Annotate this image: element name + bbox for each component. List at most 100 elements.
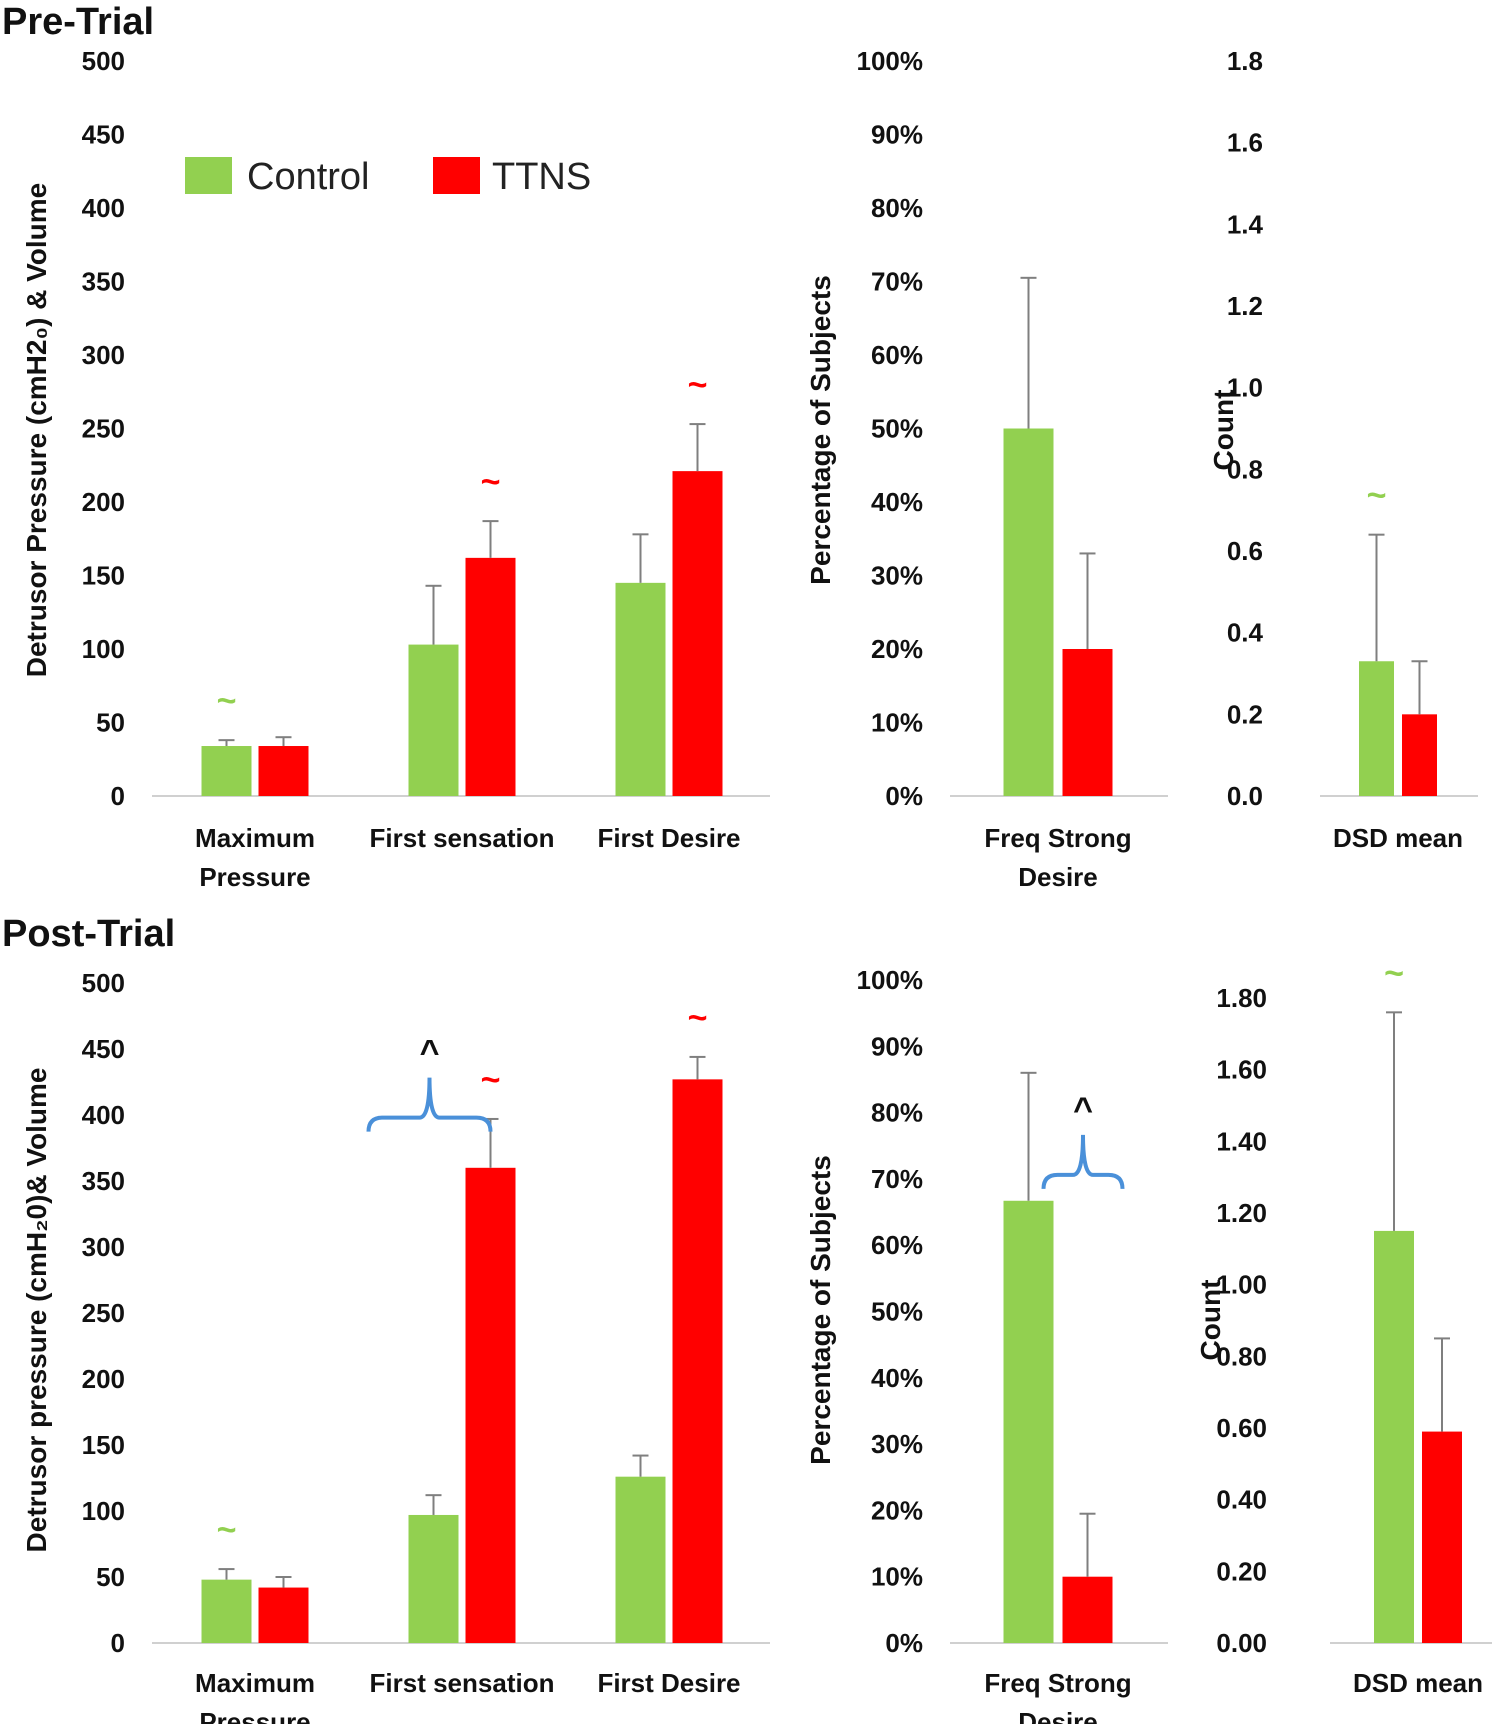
category-label: First sensation [370,823,555,853]
legend-swatch-control [185,157,232,194]
y-axis-label: Count [1208,390,1239,471]
y-tick-label: 50% [871,414,923,444]
bar-control [408,644,459,796]
bar-control [615,582,666,796]
y-tick-label: 0.4 [1227,618,1264,648]
y-tick-label: 200 [82,1364,125,1394]
y-tick-label: 350 [82,1166,125,1196]
y-tick-label: 1.0 [1227,373,1263,403]
y-tick-label: 1.40 [1216,1126,1267,1156]
bar-control [1359,661,1394,796]
category-label: DSD mean [1333,823,1463,853]
bar-control [408,1514,459,1643]
y-tick-label: 250 [82,414,125,444]
category-label: Maximum [195,1668,315,1698]
legend: Control TTNS [185,156,591,198]
y-tick-label: 30% [871,561,923,591]
bar-control [1374,1230,1414,1643]
y-tick-label: 0% [885,1628,923,1658]
y-tick-label: 300 [82,1232,125,1262]
y-tick-label: 300 [82,340,125,370]
y-tick-label: 0.60 [1216,1413,1267,1443]
chart-post-trial-pressure-volume: 0 50 100 150 200 250 300 350 400 450 500 Detrusor p… [21,968,770,1729]
y-tick-label: 10% [871,1562,923,1592]
category-label: Freq Strong [984,823,1131,853]
y-tick-label: 450 [82,1034,125,1064]
y-tick-label: 350 [82,267,125,297]
category-label: First Desire [597,1668,740,1698]
panel-title-post: Post-Trial [2,913,175,955]
y-tick-label: 20% [871,1495,923,1525]
bar-ttns [672,1079,723,1643]
bar-ttns [258,1587,309,1643]
significance-tilde: ~ [1384,954,1404,992]
y-tick-label: 1.4 [1227,209,1264,239]
bar-control [615,1476,666,1643]
y-tick-label: 60% [871,1230,923,1260]
y-tick-label: 1.60 [1216,1055,1267,1085]
y-tick-label: 70% [871,267,923,297]
category-label: Pressure [199,1707,310,1724]
y-tick-label: 0.6 [1227,536,1263,566]
y-axis-label: Percentage of Subjects [805,275,836,585]
panel-title-pre: Pre-Trial [2,1,154,43]
y-tick-label: 200 [82,487,125,517]
bar-ttns [1062,1576,1113,1643]
y-tick-label: 80% [871,1098,923,1128]
y-tick-label: 40% [871,1363,923,1393]
bar-control [1003,1200,1054,1643]
legend-label-control: Control [247,156,370,198]
y-tick-label: 1.80 [1216,983,1267,1013]
y-tick-label: 50 [96,1562,125,1592]
y-tick-label: 0.40 [1216,1485,1267,1515]
category-label: First Desire [597,823,740,853]
bar-ttns [1422,1431,1462,1643]
significance-bracket [366,1077,493,1132]
y-tick-label: 90% [871,1031,923,1061]
y-tick-label: 250 [82,1298,125,1328]
y-tick-label: 1.6 [1227,128,1263,158]
y-tick-label: 60% [871,340,923,370]
y-tick-label: 1.00 [1216,1270,1267,1300]
y-tick-label: 0.8 [1227,454,1263,484]
legend-label-ttns: TTNS [492,156,591,198]
y-tick-label: 150 [82,1430,125,1460]
y-tick-label: 450 [82,120,125,150]
bar-ttns [672,471,723,796]
y-tick-label: 0.0 [1227,781,1263,811]
chart-post-trial-dsd-mean: 0.00 0.20 0.40 0.60 0.80 1.00 1.20 1.40 1.60 1.80… [1195,954,1492,1698]
chart-pre-trial-pressure-volume: 0 50 100 150 200 250 300 350 400 450 500 Detrusor P… [21,46,770,892]
y-tick-label: 20% [871,634,923,664]
y-tick-label: 90% [871,120,923,150]
y-tick-label: 400 [82,193,125,223]
y-tick-label: 0% [885,781,923,811]
category-label: First sensation [370,1668,555,1698]
chart-pre-trial-freq-strong-desire: 0% 10% 20% 30% 40% 50% 60% 70% 80% 90% 100% Percent… [805,46,1168,892]
y-tick-label: 0.00 [1216,1628,1267,1658]
y-tick-label: 100 [82,634,125,664]
y-tick-label: 70% [871,1164,923,1194]
y-tick-label: 40% [871,487,923,517]
bar-ttns [1062,649,1113,796]
y-axis-label: Detrusor Pressure (cmH2₀) & Volume [21,183,52,677]
significance-tilde: ~ [217,682,237,720]
category-label: Maximum [195,823,315,853]
bar-control [201,1579,252,1643]
chart-pre-trial-dsd-mean: 0.0 0.2 0.4 0.6 0.8 1.0 1.2 1.4 1.6 1.8 Count DSD m… [1208,46,1478,853]
y-tick-label: 500 [82,968,125,998]
category-label: Desire [1018,1707,1098,1724]
y-tick-label: 1.8 [1227,46,1263,76]
y-tick-label: 400 [82,1100,125,1130]
y-tick-label: 0.80 [1216,1341,1267,1371]
significance-tilde: ~ [1367,477,1387,515]
category-label: Pressure [199,862,310,892]
y-tick-label: 0.2 [1227,699,1263,729]
significance-bracket [1041,1134,1125,1190]
y-tick-label: 100% [857,965,924,995]
significance-tilde: ~ [217,1511,237,1549]
y-tick-label: 100 [82,1496,125,1526]
bar-ttns [465,557,516,796]
y-tick-label: 150 [82,561,125,591]
